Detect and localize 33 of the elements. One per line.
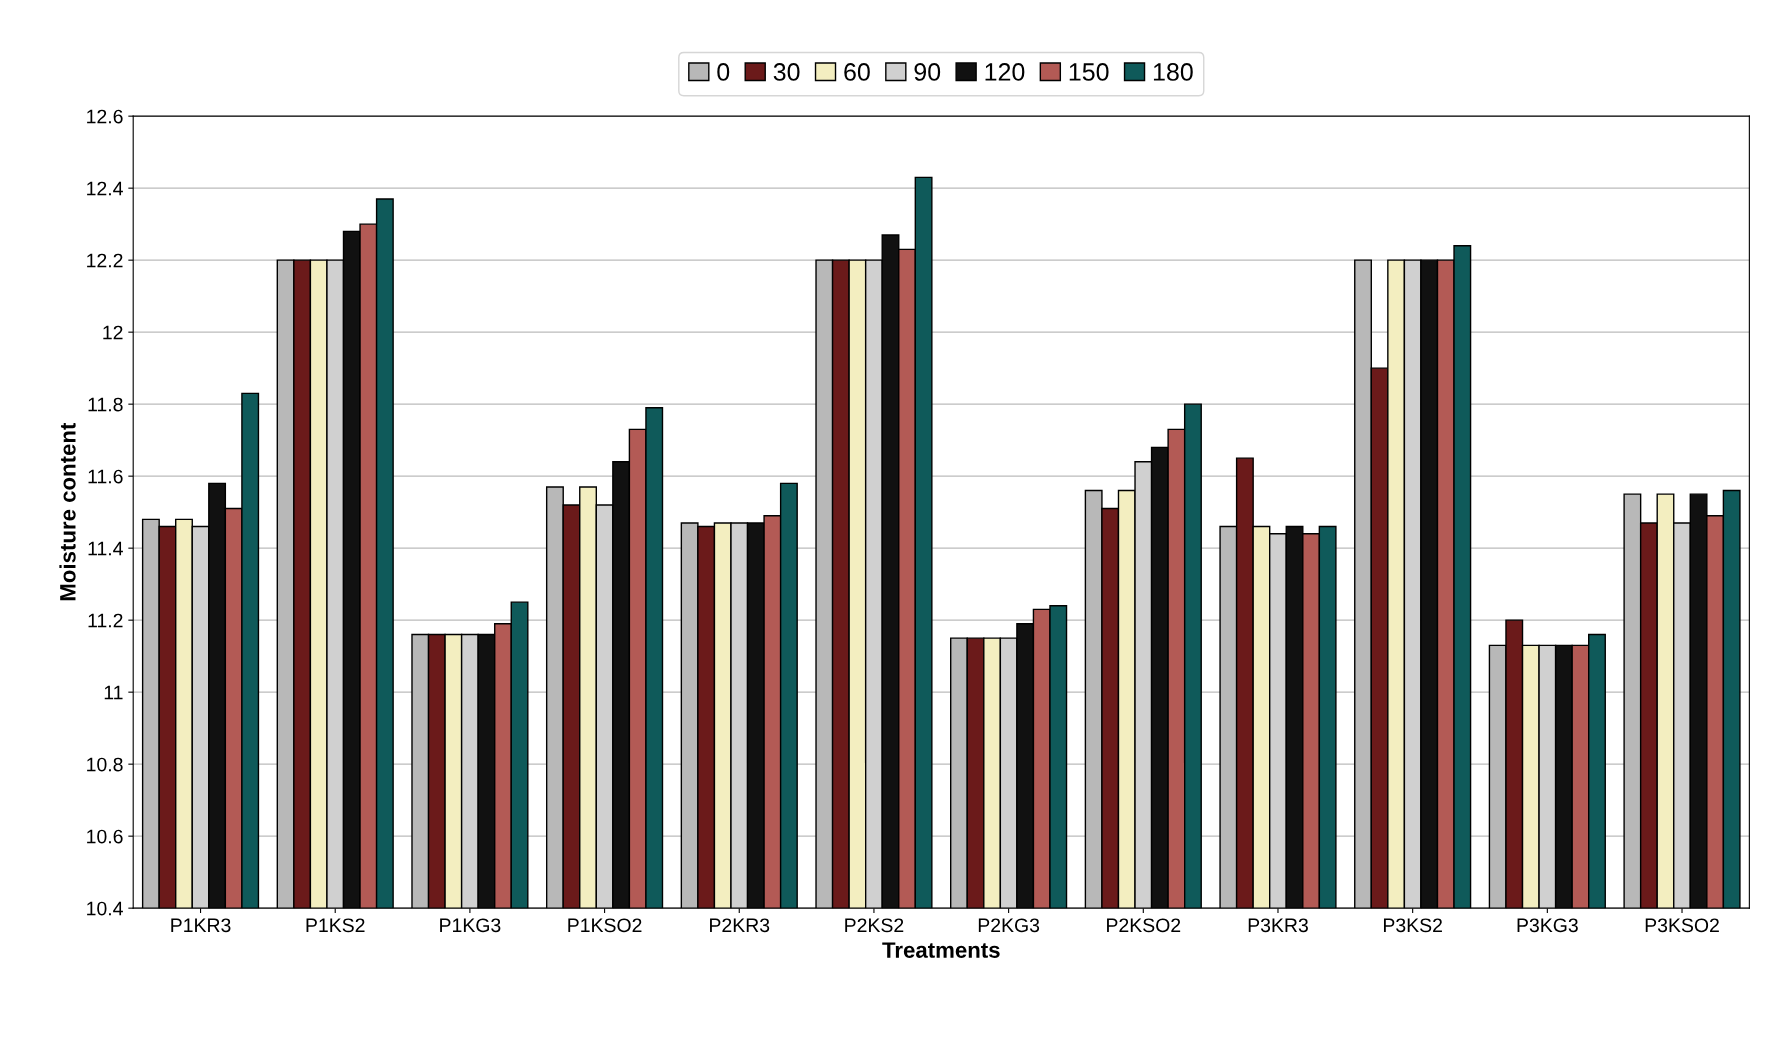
x-tick-label: P3KS2 [1383,918,1442,933]
y-tick-label: 12.6 [87,109,123,124]
x-tick-label: P1KR3 [171,918,231,933]
x-tick-label: P3KG3 [1517,918,1578,933]
x-tick-label: P2KR3 [710,918,770,933]
y-tick-label: 12.2 [87,253,123,268]
y-tick-label: 11 [104,685,123,700]
legend-label: 90 [914,63,941,81]
x-tick-label: P1KSO2 [568,918,642,933]
y-axis-title: Moisture content [59,422,76,601]
y-tick-label: 11.6 [88,469,123,484]
x-tick-label: P3KSO2 [1645,918,1719,933]
x-tick-label: P3KR3 [1248,918,1308,933]
x-axis-title: Treatments [882,942,1000,958]
y-tick-label: 11.8 [88,397,123,412]
y-tick-label: 11.4 [88,541,123,556]
y-tick-label: 10.6 [87,829,123,844]
legend-label: 120 [985,63,1025,81]
legend-label: 0 [717,63,730,81]
y-tick-label: 11.2 [88,613,123,628]
y-tick-label: 10.4 [87,901,123,916]
legend-label: 60 [844,63,870,81]
x-tick-label: P1KS2 [306,918,365,933]
y-tick-label: 10.8 [87,757,123,772]
legend-label: 30 [773,63,800,81]
x-tick-label: P2KG3 [978,918,1040,933]
y-tick-label: 12 [103,325,123,340]
legend-label: 150 [1069,63,1109,81]
x-tick-label: P1KG3 [440,918,501,933]
x-tick-label: P2KSO2 [1107,918,1181,933]
legend-label: 180 [1153,63,1193,81]
y-tick-label: 12.4 [87,181,123,196]
x-tick-label: P2KS2 [845,918,904,933]
